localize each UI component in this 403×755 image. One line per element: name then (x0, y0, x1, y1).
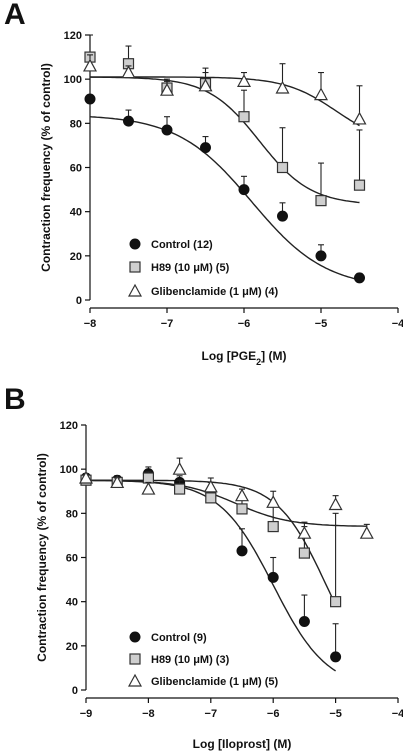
data-point (238, 184, 250, 196)
data-point (172, 461, 187, 475)
x-tick-label: −7 (205, 708, 218, 720)
legend-marker-circle (129, 631, 141, 643)
data-point (198, 78, 213, 92)
data-point (267, 520, 279, 533)
legend-marker-triangle (127, 283, 143, 297)
y-tick-label: 80 (66, 508, 78, 520)
y-axis-label: Contraction frequency (% of control) (35, 453, 49, 662)
points-triangle (82, 54, 367, 125)
x-tick-label: −4 (392, 708, 403, 720)
legend-label: Control (12) (151, 239, 213, 251)
x-axis-label: Log [Iloprost] (M) (193, 737, 292, 751)
data-point (330, 651, 342, 663)
series-circle (86, 479, 336, 672)
series-circle (89, 116, 360, 281)
data-point (352, 111, 367, 125)
x-tick-label: −5 (329, 708, 342, 720)
y-axis-label: Contraction frequency (% of control) (39, 63, 53, 272)
legend-label: Glibenclamide (1 μM) (5) (151, 676, 278, 688)
y-tick-label: 100 (64, 74, 82, 86)
x-axis-label: Log [PGE2] (M) (201, 349, 286, 367)
y-tick-label: 120 (60, 420, 78, 432)
legend-label: H89 (10 μM) (5) (151, 262, 230, 274)
data-point (313, 87, 329, 101)
data-point (236, 503, 248, 515)
x-tick-label: −4 (392, 318, 403, 330)
x-tick-label: −8 (84, 318, 97, 330)
data-point (205, 492, 217, 504)
legend-label: Control (9) (151, 632, 207, 644)
points-triangle (78, 457, 374, 539)
y-tick-label: 0 (76, 295, 82, 307)
legend-marker-circle (129, 238, 141, 250)
data-point (328, 497, 343, 511)
x-tick-label: −5 (315, 318, 328, 330)
data-point (78, 470, 94, 484)
fit-curve (90, 76, 360, 127)
panel-label-a: A (4, 0, 26, 31)
data-point (353, 179, 366, 191)
legend-marker-square (129, 261, 141, 273)
data-point (266, 495, 281, 508)
y-tick-label: 60 (66, 553, 78, 565)
y-tick-label: 0 (72, 685, 78, 697)
x-tick-label: −9 (80, 708, 93, 720)
y-tick-label: 20 (66, 641, 78, 653)
data-point (275, 80, 290, 94)
fit-curve (86, 479, 336, 672)
panel-label-b: B (4, 383, 26, 416)
data-point (203, 479, 218, 493)
y-tick-label: 40 (66, 597, 78, 609)
data-point (354, 272, 365, 284)
legend: Control (12) H89 (10 μM) (5) Glibenclamide… (127, 238, 278, 298)
data-point (174, 483, 186, 495)
fit-curve (89, 116, 360, 281)
data-point (276, 161, 289, 174)
data-point (236, 545, 248, 557)
chart-b: 0 20 40 60 80 100 120 −9 −8 −7 −6 −5 −4 Contraction f… (35, 420, 403, 751)
y-tick-label: 120 (64, 30, 82, 42)
y-tick-label: 100 (60, 464, 78, 476)
y-tick-label: 80 (70, 118, 82, 130)
data-point (234, 488, 250, 502)
data-point (330, 596, 342, 608)
data-point (267, 571, 279, 583)
legend-label: Glibenclamide (1 μM) (4) (151, 286, 278, 298)
data-point (238, 111, 250, 123)
legend-marker-triangle (127, 673, 143, 687)
data-point (298, 547, 310, 559)
data-point (297, 525, 312, 539)
points-circle (84, 93, 365, 284)
x-tick-label: −6 (267, 708, 280, 720)
data-point (161, 124, 173, 136)
y-tick-label: 40 (70, 207, 82, 219)
data-point (298, 616, 310, 628)
data-point (159, 82, 175, 96)
data-point (123, 115, 134, 127)
data-point (277, 210, 288, 222)
data-point (236, 74, 252, 87)
data-point (359, 525, 374, 539)
data-point (315, 195, 327, 207)
data-point (142, 472, 154, 484)
y-tick-label: 60 (70, 163, 82, 175)
legend-marker-square (129, 653, 141, 665)
data-point (110, 475, 125, 489)
data-point (82, 58, 98, 72)
series-triangle (90, 76, 360, 127)
legend-label: H89 (10 μM) (3) (151, 654, 230, 666)
series-triangle (86, 479, 367, 527)
data-point (141, 481, 156, 495)
data-point (315, 250, 327, 262)
legend: Control (9) H89 (10 μM) (3) Glibenclamide … (127, 631, 278, 688)
x-tick-label: −6 (238, 318, 251, 330)
fit-curve (86, 479, 367, 527)
data-point (84, 93, 96, 105)
data-point (121, 65, 136, 79)
chart-a: 0 20 40 60 80 100 120 −8 −7 −6 −5 −4 Contraction fre… (39, 30, 403, 367)
x-tick-label: −7 (161, 318, 174, 330)
x-tick-label: −8 (142, 708, 155, 720)
y-tick-label: 20 (70, 251, 82, 263)
data-point (200, 142, 211, 154)
